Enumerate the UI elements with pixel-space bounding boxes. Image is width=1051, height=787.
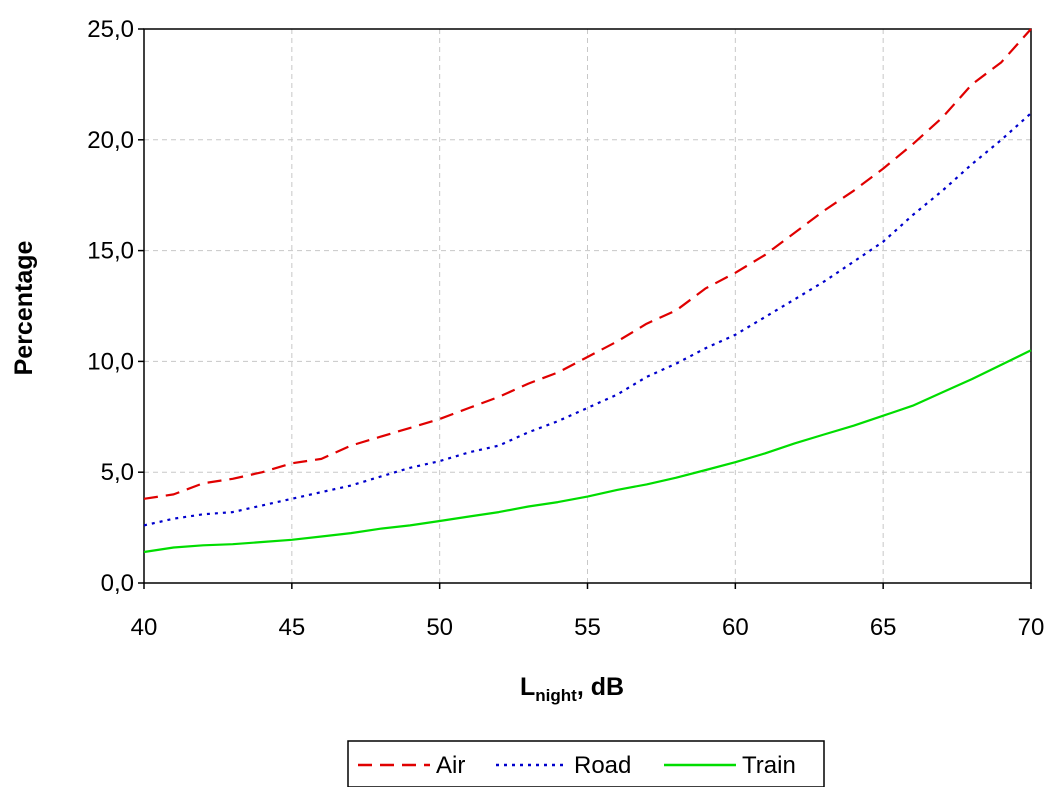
legend: Air Road Train [347, 740, 825, 787]
x-axis-ticks: 40 45 50 55 60 65 70 [131, 583, 1045, 641]
x-tick-label: 65 [870, 614, 897, 641]
y-tick-label: 0,0 [101, 570, 134, 597]
series-line-road [143, 112, 1032, 527]
y-tick-label: 10,0 [87, 348, 134, 375]
x-axis-label-subscript: night [535, 686, 577, 705]
y-tick-label: 5,0 [101, 459, 134, 486]
y-tick-label: 25,0 [87, 16, 134, 43]
y-axis-ticks: 0,0 5,0 10,0 15,0 20,0 25,0 [87, 16, 144, 597]
legend-item-air: Air [358, 752, 465, 779]
y-tick-label: 20,0 [87, 127, 134, 154]
x-tick-label: 45 [278, 614, 305, 641]
y-tick-label: 15,0 [87, 238, 134, 265]
grid-lines [144, 28, 1031, 583]
series-line-air [143, 28, 1032, 500]
legend-item-train: Train [664, 752, 796, 779]
x-axis-label: Lnight, dB [520, 673, 624, 705]
series-line-train [143, 349, 1032, 554]
x-tick-label: 55 [574, 614, 601, 641]
legend-label-road: Road [574, 752, 631, 779]
x-tick-label: 50 [426, 614, 453, 641]
x-axis-label-unit: , dB [577, 673, 624, 701]
x-tick-label: 40 [131, 614, 158, 641]
x-tick-label: 70 [1018, 614, 1045, 641]
series-lines [143, 28, 1032, 554]
x-axis-label-main: L [520, 673, 535, 701]
legend-label-train: Train [742, 752, 796, 779]
x-tick-label: 60 [722, 614, 749, 641]
y-axis-label: Percentage [10, 241, 38, 376]
legend-label-air: Air [436, 752, 465, 779]
legend-item-road: Road [496, 752, 631, 779]
